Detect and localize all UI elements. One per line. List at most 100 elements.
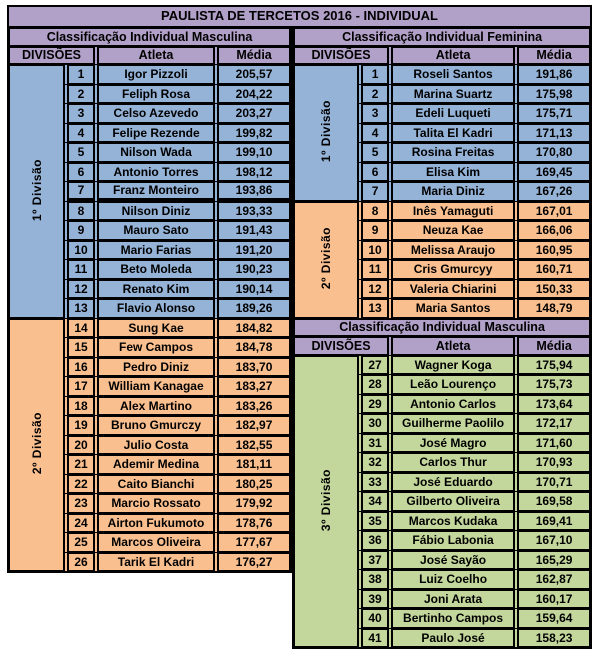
table-row: 2 Marina Suartz 175,98 bbox=[294, 84, 591, 103]
average-cell: 169,41 bbox=[518, 511, 591, 530]
column-spacer bbox=[65, 475, 67, 494]
average-cell: 160,71 bbox=[518, 260, 591, 279]
column-spacer bbox=[515, 590, 517, 609]
column-spacer bbox=[359, 512, 361, 531]
column-spacer bbox=[65, 377, 67, 396]
division-label-text: 3º Divisão bbox=[319, 468, 334, 531]
table-row: 1º Divisão 1 Igor Pizzoli 205,57 bbox=[9, 65, 291, 318]
column-spacer bbox=[95, 455, 97, 474]
average-cell: 178,76 bbox=[218, 513, 291, 532]
column-spacer bbox=[515, 531, 517, 550]
average-cell: 170,93 bbox=[518, 453, 591, 472]
column-spacer bbox=[389, 202, 391, 221]
table-row: 12 Renato Kim 190,14 bbox=[9, 279, 291, 298]
athlete-cell: Pedro Diniz bbox=[98, 357, 214, 376]
report-title: PAULISTA DE TERCETOS 2016 - INDIVIDUAL bbox=[7, 5, 592, 26]
average-cell: 193,33 bbox=[218, 201, 291, 220]
average-cell: 191,43 bbox=[218, 221, 291, 240]
section-title: Classificação Individual Feminina bbox=[294, 28, 591, 46]
column-spacer bbox=[65, 143, 67, 162]
column-spacer bbox=[215, 514, 217, 533]
position-cell: 37 bbox=[362, 550, 389, 569]
column-spacer bbox=[65, 358, 67, 377]
table-row: 11 Beto Moleda 190,23 bbox=[9, 260, 291, 279]
athlete-cell: Marina Suartz bbox=[392, 84, 515, 103]
column-spacer bbox=[389, 104, 391, 123]
column-spacer bbox=[215, 377, 217, 396]
column-spacer bbox=[389, 473, 391, 492]
table-row: 26 Tarik El Kadri 176,27 bbox=[9, 552, 291, 571]
section-title-row: Classificação Individual Masculina bbox=[9, 28, 291, 46]
position-cell: 20 bbox=[68, 435, 94, 454]
average-cell: 165,29 bbox=[518, 550, 591, 569]
section-title-row: Classificação Individual Feminina bbox=[294, 28, 591, 46]
column-spacer bbox=[215, 104, 217, 123]
column-spacer bbox=[389, 590, 391, 609]
column-header-row: DIVISÕES Atleta Média bbox=[294, 46, 591, 64]
position-cell: 33 bbox=[362, 472, 389, 491]
column-spacer bbox=[389, 163, 391, 182]
column-spacer bbox=[359, 65, 361, 84]
column-spacer bbox=[215, 202, 217, 221]
position-cell: 4 bbox=[362, 123, 389, 142]
tables-row: Classificação Individual Masculina DIVISÕ… bbox=[7, 26, 593, 649]
table-row: 4 Talita El Kadri 171,13 bbox=[294, 123, 591, 142]
column-spacer bbox=[215, 182, 217, 201]
column-spacer bbox=[515, 453, 517, 472]
column-spacer bbox=[215, 397, 217, 416]
column-spacer bbox=[389, 241, 391, 260]
column-spacer bbox=[215, 221, 217, 240]
column-spacer bbox=[389, 395, 391, 414]
athlete-cell: Gilberto Oliveira bbox=[392, 492, 515, 511]
position-cell: 7 bbox=[68, 182, 94, 201]
table-row: 3º Divisão 27 Wagner Koga 175,94 bbox=[294, 355, 591, 647]
column-spacer bbox=[389, 221, 391, 240]
section-header-group: Classificação Individual Masculina DIVISÕ… bbox=[9, 28, 291, 64]
athlete-cell: Sung Kae bbox=[98, 318, 214, 337]
position-cell: 26 bbox=[68, 552, 94, 571]
column-spacer bbox=[95, 533, 97, 552]
division-group: 1º Divisão 1 Igor Pizzoli 205,57 2 Feliph Ros… bbox=[9, 65, 291, 318]
average-cell: 183,70 bbox=[218, 357, 291, 376]
average-cell: 190,14 bbox=[218, 279, 291, 298]
division-group: 3º Divisão 27 Wagner Koga 175,94 28 Leão Lour… bbox=[294, 355, 591, 648]
position-cell: 4 bbox=[68, 123, 94, 142]
section-header-group: Classificação Individual Masculina DIVISÕ… bbox=[294, 318, 591, 355]
table-row: 5 Nilson Wada 199,10 bbox=[9, 143, 291, 162]
position-cell: 24 bbox=[68, 513, 94, 532]
athlete-cell: Rosina Freitas bbox=[392, 143, 515, 162]
average-cell: 159,64 bbox=[518, 609, 591, 628]
position-cell: 19 bbox=[68, 416, 94, 435]
table-row: 6 Elisa Kim 169,45 bbox=[294, 162, 591, 182]
column-spacer bbox=[389, 492, 391, 511]
average-cell: 198,12 bbox=[218, 162, 291, 181]
average-cell: 184,82 bbox=[218, 318, 291, 337]
position-cell: 2 bbox=[68, 84, 94, 103]
column-spacer bbox=[65, 221, 67, 240]
athlete-cell: José Sayão bbox=[392, 550, 515, 569]
column-spacer bbox=[389, 531, 391, 550]
athlete-cell: Antonio Carlos bbox=[392, 394, 515, 413]
column-spacer bbox=[515, 375, 517, 394]
position-cell: 15 bbox=[68, 338, 94, 357]
athlete-cell: José Eduardo bbox=[392, 472, 515, 491]
position-cell: 6 bbox=[362, 162, 389, 181]
column-spacer bbox=[215, 319, 217, 338]
column-spacer bbox=[215, 358, 217, 377]
column-spacer bbox=[389, 434, 391, 453]
column-spacer bbox=[65, 104, 67, 123]
column-spacer bbox=[65, 163, 67, 182]
average-cell: 204,22 bbox=[218, 84, 291, 103]
average-cell: 160,17 bbox=[518, 589, 591, 608]
table-row: 10 Mario Farias 191,20 bbox=[9, 240, 291, 259]
table-row: 20 Julio Costa 182,55 bbox=[9, 435, 291, 454]
column-spacer bbox=[389, 65, 391, 84]
position-cell: 5 bbox=[362, 143, 389, 162]
athlete-cell: Tarik El Kadri bbox=[98, 552, 214, 571]
column-spacer bbox=[515, 241, 517, 260]
table-row: 39 Joni Arata 160,17 bbox=[294, 589, 591, 609]
column-spacer bbox=[359, 629, 361, 648]
column-spacer bbox=[515, 260, 517, 279]
average-cell: 170,80 bbox=[518, 143, 591, 162]
column-spacer bbox=[515, 143, 517, 162]
